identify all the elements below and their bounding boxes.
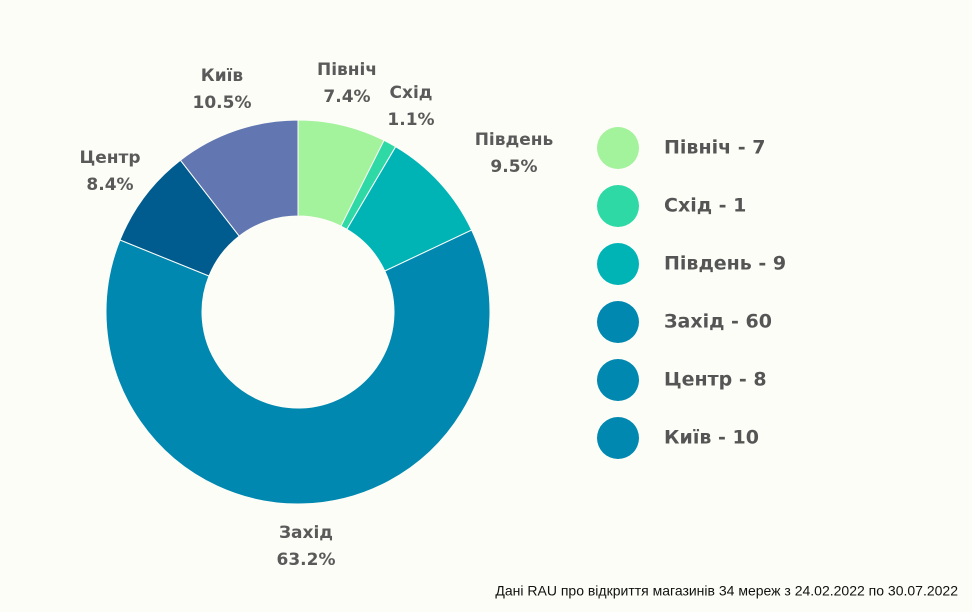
legend-label: Північ - 7 [664, 137, 765, 159]
slice-name: Центр [79, 148, 140, 168]
slice-percent: 63.2% [277, 550, 336, 570]
legend-swatch [597, 359, 639, 401]
slice-name: Київ [201, 66, 244, 86]
legend-label: Схід - 1 [664, 195, 746, 217]
slice [179, 119, 299, 237]
legend-swatch [597, 243, 639, 285]
slice-name: Південь [475, 130, 554, 150]
slice-percent: 9.5% [490, 157, 537, 177]
legend-label: Південь - 9 [664, 253, 786, 275]
slice-percent: 10.5% [193, 93, 252, 113]
legend-label: Центр - 8 [664, 369, 767, 391]
legend-swatch [597, 301, 639, 343]
legend-swatch [597, 185, 639, 227]
slice-percent: 8.4% [86, 175, 133, 195]
slice [105, 229, 491, 505]
legend-label: Захід - 60 [664, 311, 772, 333]
slice-percent: 7.4% [323, 87, 370, 107]
slice-name: Північ [317, 60, 377, 80]
slice-name: Захід [279, 523, 333, 543]
legend-swatch [597, 417, 639, 459]
footnote: Дані RAU про відкриття магазинів 34 мере… [495, 583, 958, 599]
legend-label: Київ - 10 [664, 427, 759, 449]
slice-percent: 1.1% [387, 110, 434, 130]
legend-swatch [597, 127, 639, 169]
slice-name: Схід [390, 83, 433, 103]
